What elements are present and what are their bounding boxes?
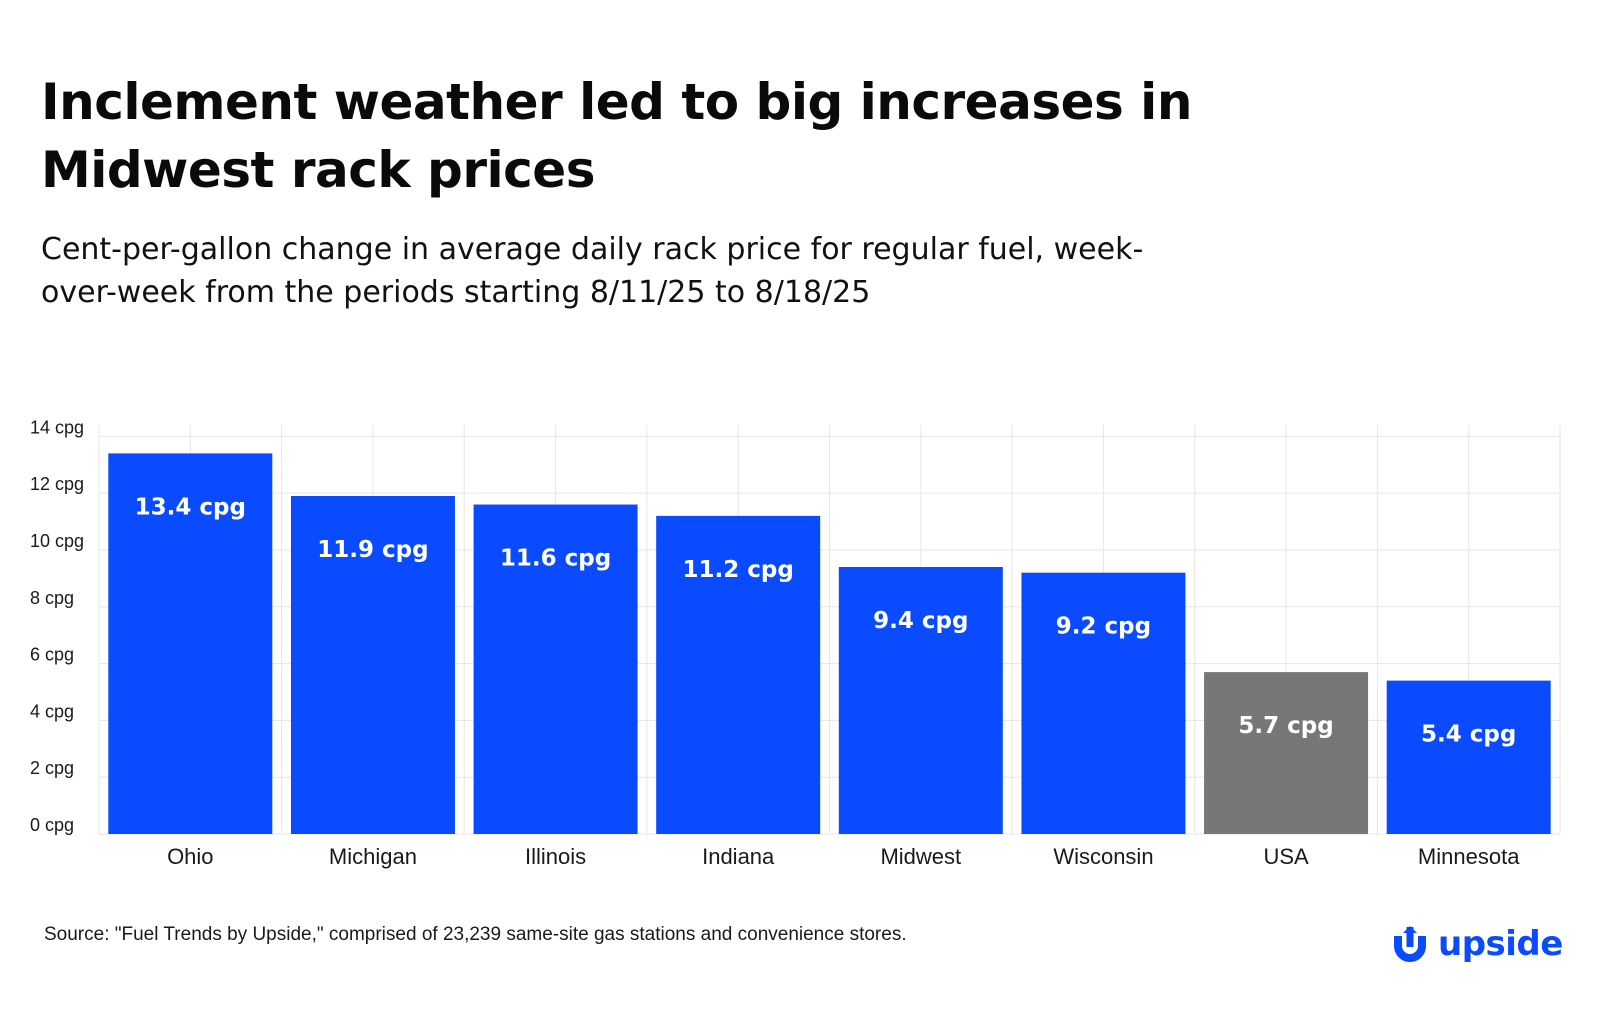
y-tick-label: 10 cpg [30, 531, 84, 551]
bar-michigan [290, 496, 455, 834]
chart-title: Inclement weather led to big increases i… [41, 68, 1441, 204]
upside-logo: upside [1390, 924, 1563, 964]
bar-usa [1204, 672, 1369, 834]
bar-data-label: 5.7 cpg [1238, 713, 1333, 739]
bar-indiana [656, 515, 821, 834]
bar-data-label: 11.9 cpg [317, 537, 428, 563]
x-category-label: Wisconsin [1053, 844, 1153, 869]
x-category-label: Ohio [167, 844, 213, 869]
bar-data-label: 9.4 cpg [873, 608, 968, 634]
chart-subtitle-line-2: over-week from the periods starting 8/11… [41, 275, 871, 310]
x-category-label: Illinois [525, 844, 586, 869]
x-category-label: Minnesota [1418, 844, 1520, 869]
y-tick-label: 0 cpg [30, 815, 74, 835]
bar-data-label: 9.2 cpg [1056, 614, 1151, 640]
bar-data-label: 5.4 cpg [1421, 722, 1516, 748]
y-tick-label: 6 cpg [30, 645, 74, 665]
y-tick-label: 4 cpg [30, 701, 74, 721]
chart-title-line-2: Midwest rack prices [41, 141, 595, 199]
chart-title-line-1: Inclement weather led to big increases i… [41, 73, 1192, 131]
bar-data-label: 13.4 cpg [135, 494, 246, 520]
upside-logo-text: upside [1438, 924, 1563, 964]
x-category-label: USA [1263, 844, 1309, 869]
y-tick-label: 14 cpg [30, 417, 84, 437]
y-tick-label: 2 cpg [30, 758, 74, 778]
upside-logo-icon [1394, 926, 1426, 962]
y-tick-label: 12 cpg [30, 474, 84, 494]
bar-data-label: 11.6 cpg [500, 546, 611, 572]
bar-wisconsin [1021, 572, 1186, 834]
y-tick-label: 8 cpg [30, 588, 74, 608]
chart-subtitle-line-1: Cent-per-gallon change in average daily … [41, 232, 1144, 267]
bar-ohio [108, 453, 273, 834]
x-category-label: Michigan [329, 844, 417, 869]
bar-data-label: 11.2 cpg [683, 557, 794, 583]
chart-subtitle: Cent-per-gallon change in average daily … [41, 228, 1341, 314]
bar-illinois [473, 504, 638, 834]
bar-minnesota [1386, 680, 1551, 834]
bar-midwest [838, 567, 1003, 834]
source-note: Source: "Fuel Trends by Upside," compris… [44, 924, 907, 945]
x-category-label: Indiana [702, 844, 775, 869]
x-category-label: Midwest [880, 844, 961, 869]
